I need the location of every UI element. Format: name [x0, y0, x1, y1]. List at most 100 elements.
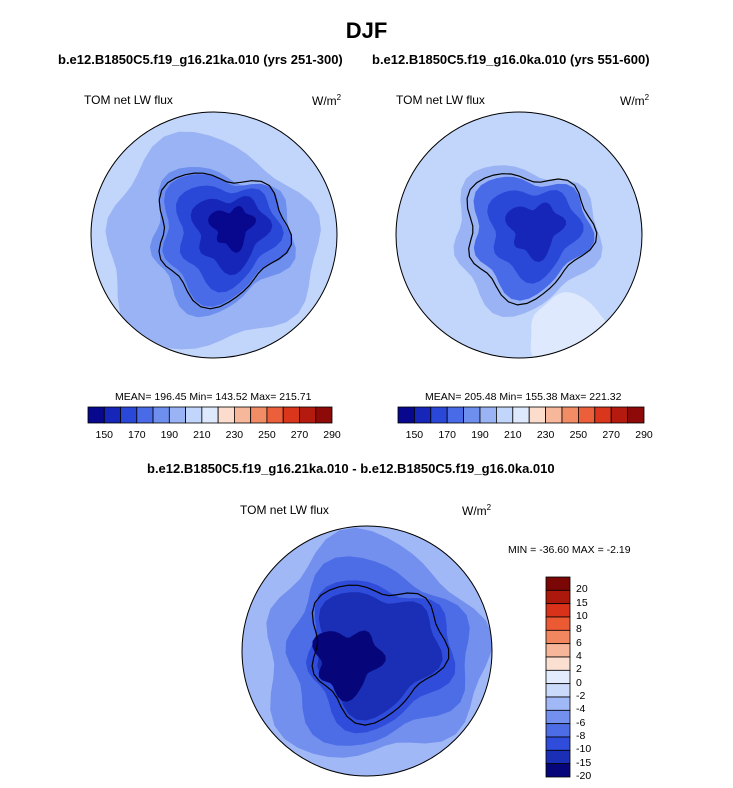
- map2-contour-4: [505, 202, 566, 262]
- map3-field: [242, 526, 492, 776]
- map3-contour-4: [312, 630, 386, 702]
- colorbar2-tick-label: 150: [405, 429, 424, 441]
- colorbar3-tick-label: -8: [576, 730, 586, 742]
- map3-coastline: [311, 584, 450, 726]
- colorbar1-tick-label: 210: [193, 429, 211, 441]
- colorbar3-tick-label: 6: [576, 636, 582, 649]
- colorbar1-box-14: [315, 406, 333, 424]
- panel1-stats: MEAN= 196.45 Min= 143.52 Max= 215.71: [115, 391, 312, 403]
- colorbar3-tick-label: -6: [576, 716, 586, 729]
- colorbar2-box-8: [528, 406, 547, 424]
- colorbar3-box-9: [545, 696, 571, 711]
- panel2-stats: MEAN= 205.48 Min= 155.38 Max= 221.32: [425, 391, 622, 403]
- colorbar2-box-13: [610, 406, 629, 424]
- colorbar1-box-7: [201, 406, 219, 424]
- colorbar3-box-14: [545, 763, 571, 778]
- diff-title: b.e12.B1850C5.f19_g16.21ka.010 - b.e12.B…: [147, 461, 555, 476]
- colorbar1-box-2: [120, 406, 138, 424]
- colorbar2-tick-label: 290: [635, 429, 653, 441]
- colorbar3-box-0: [545, 576, 571, 591]
- colorbar3-tick-label: 4: [576, 650, 582, 662]
- colorbar2-box-0: [397, 406, 415, 424]
- colorbar1-box-11: [266, 406, 284, 424]
- colorbar2-box-3: [446, 406, 465, 424]
- colorbar2-box-11: [578, 406, 596, 424]
- colorbar3-tick-label: -4: [576, 703, 586, 716]
- colorbar1-tick-label: 190: [160, 429, 179, 441]
- colorbar1-box-8: [217, 406, 235, 424]
- colorbar3-tick-label: -10: [576, 743, 592, 756]
- colorbar2-box-7: [512, 406, 530, 424]
- panel2-units-label: W/m2: [620, 93, 650, 108]
- colorbar2-tick-label: 210: [504, 429, 522, 441]
- colorbar1-tick-label: 230: [225, 429, 244, 441]
- colorbar2-box-12: [594, 406, 612, 424]
- colorbar3-tick-label: 0: [576, 676, 582, 689]
- colorbar2-box-14: [627, 406, 645, 424]
- colorbar2-tick-label: 250: [569, 429, 588, 441]
- colorbar2-box-9: [545, 406, 563, 424]
- colorbar3-tick-label: 2: [576, 663, 582, 676]
- map2-boundary: [395, 111, 643, 359]
- colorbar1-box-3: [136, 406, 154, 424]
- colorbar3-box-2: [545, 603, 571, 618]
- colorbar1-box-12: [282, 406, 300, 424]
- map2-coastline: [466, 173, 598, 306]
- colorbar3-tick-label: 10: [576, 610, 588, 622]
- colorbar2-tick-label: 230: [536, 429, 555, 441]
- map3-boundary: [241, 525, 493, 777]
- colorbar2-box-5: [479, 406, 497, 424]
- map1-field: [91, 112, 337, 358]
- colorbar3-tick-label: -20: [576, 770, 592, 782]
- colorbar3-box-3: [545, 616, 571, 631]
- figure-title: DJF: [345, 18, 388, 43]
- colorbar1-box-4: [152, 406, 170, 424]
- colorbar3-box-8: [545, 683, 571, 698]
- panel1-run-label: b.e12.B1850C5.f19_g16.21ka.010 (yrs 251-…: [58, 52, 343, 67]
- colorbar2-tick-label: 170: [438, 429, 456, 441]
- colorbar1-tick-label: 290: [323, 429, 341, 441]
- colorbar3-tick-label: -15: [576, 756, 592, 769]
- colorbar3-tick-label: -2: [576, 690, 586, 702]
- colorbar2-tick-label: 270: [602, 429, 620, 441]
- colorbar3-box-5: [545, 643, 571, 658]
- colorbar2-box-2: [430, 406, 448, 424]
- panel2-run-label: b.e12.B1850C5.f19_g16.0ka.010 (yrs 551-6…: [372, 52, 650, 67]
- map1-boundary: [90, 111, 338, 359]
- map2-field: [396, 112, 642, 358]
- colorbar2-box-1: [413, 406, 432, 424]
- colorbar1-box-13: [299, 406, 317, 424]
- panel3-units-label: W/m2: [462, 503, 492, 518]
- panel1-variable-label: TOM net LW flux: [84, 93, 173, 107]
- colorbar1-tick-label: 170: [128, 429, 146, 441]
- colorbar1-box-5: [168, 406, 186, 424]
- colorbar2-box-6: [495, 406, 514, 424]
- colorbar3-box-11: [545, 723, 571, 738]
- colorbar3-box-13: [545, 749, 571, 765]
- colorbar1-box-9: [233, 406, 252, 424]
- panel1-units-label: W/m2: [312, 93, 342, 108]
- colorbar3-tick-label: 8: [576, 623, 582, 636]
- colorbar1-box-6: [185, 406, 203, 424]
- panel3-variable-label: TOM net LW flux: [240, 503, 329, 517]
- colorbar3-box-10: [545, 709, 571, 725]
- panel3-stats: MIN = -36.60 MAX = -2.19: [508, 544, 631, 556]
- colorbar2-box-4: [463, 406, 481, 424]
- colorbar3-box-12: [545, 736, 571, 751]
- colorbar2-tick-label: 190: [471, 429, 489, 441]
- colorbar3-box-7: [545, 669, 571, 685]
- map1-contour-5: [208, 206, 257, 253]
- colorbar1-box-0: [87, 406, 105, 424]
- colorbar3-box-6: [545, 656, 571, 671]
- colorbar1-tick-label: 150: [95, 429, 114, 441]
- colorbar1-tick-label: 270: [290, 429, 309, 441]
- colorbar1-box-1: [103, 406, 121, 424]
- colorbar3-box-4: [545, 629, 571, 645]
- colorbar1-box-10: [250, 406, 268, 424]
- map1-coastline: [158, 172, 292, 310]
- colorbar1-tick-label: 250: [258, 429, 276, 441]
- colorbar2-box-10: [561, 406, 579, 424]
- colorbar3-tick-label: 20: [576, 583, 588, 596]
